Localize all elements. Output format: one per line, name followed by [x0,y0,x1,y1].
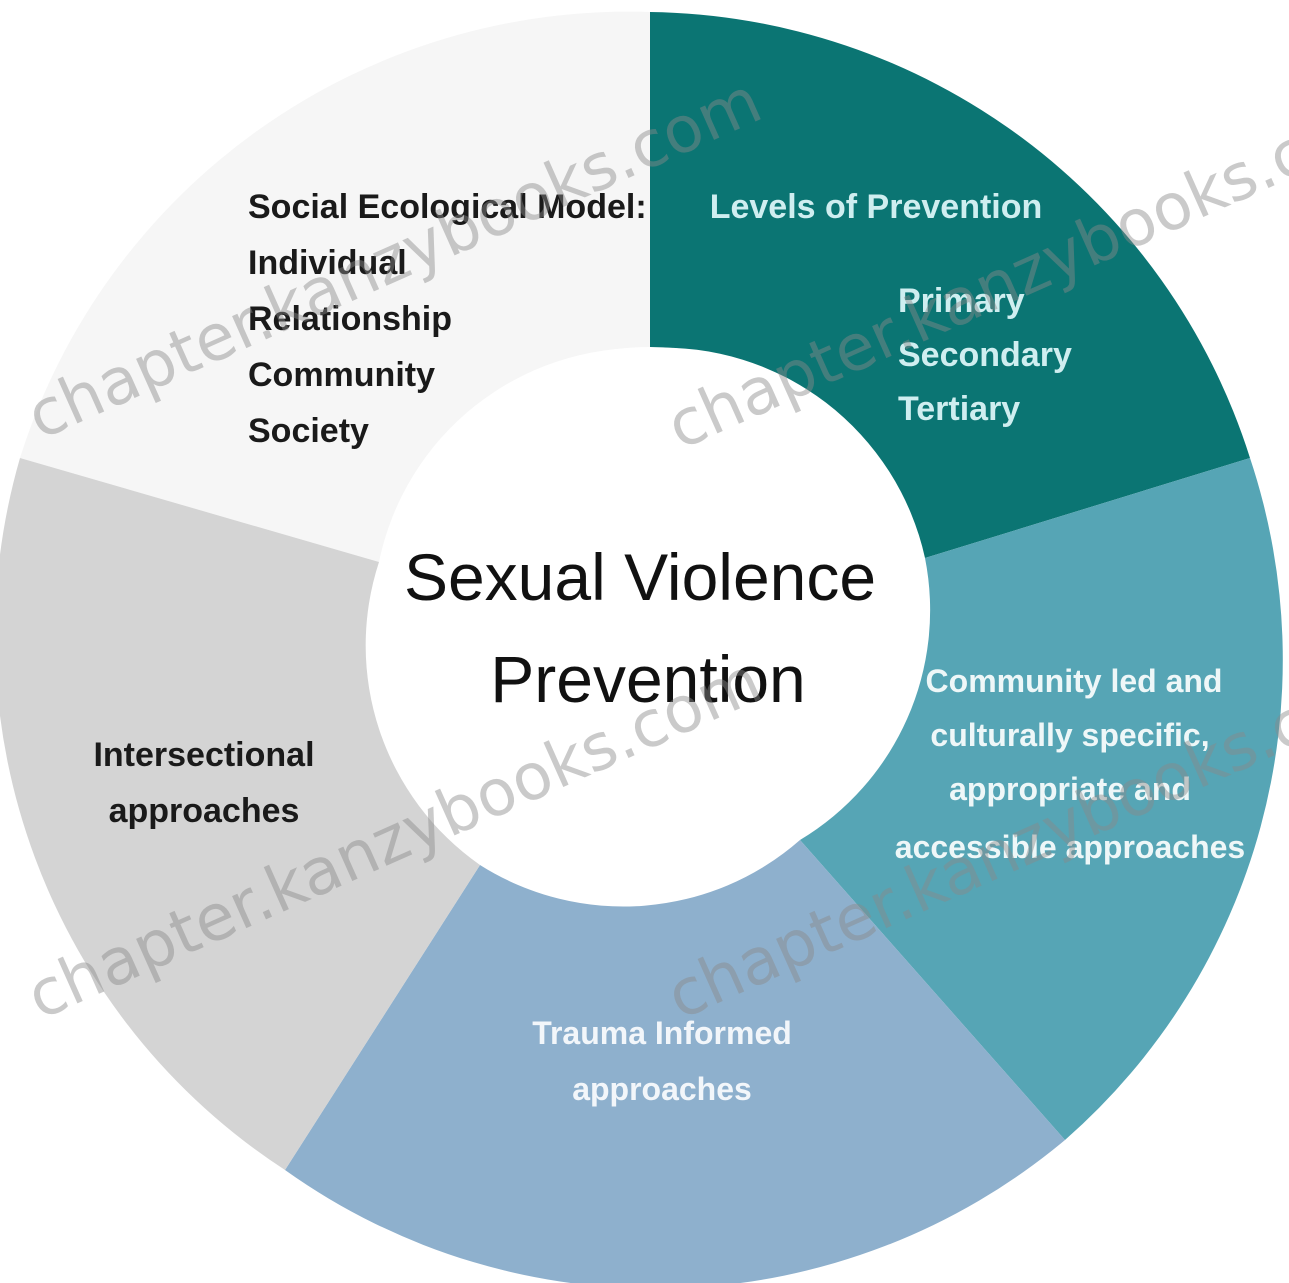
center-title-line1: Sexual Violence [404,540,876,614]
segment-intersectional [0,458,480,1170]
segment-levels-of-prevention [650,12,1250,558]
label-levels-line: Tertiary [898,390,1020,428]
label-levels-line: Secondary [898,336,1072,374]
label-levels-line: Primary [898,282,1025,320]
label-trauma-line: approaches [572,1071,752,1107]
label-community-led-line: accessible approaches [895,829,1245,865]
label-community-led-line: appropriate and [949,771,1191,807]
label-trauma-line: Trauma Informed [532,1015,792,1051]
label-levels-title: Levels of Prevention [710,188,1043,226]
segment-social-ecological [20,11,650,562]
label-community-led: Community led and culturally specific, a… [895,663,1245,865]
label-levels-of-prevention: Levels of Prevention Primary Secondary T… [710,188,1072,428]
center-title-line2: Prevention [490,642,806,716]
center-circle [382,347,918,883]
label-social-ecological-line: Relationship [248,300,452,338]
label-trauma-informed: Trauma Informed approaches [532,1015,792,1107]
label-social-ecological: Social Ecological Model: Individual Rela… [248,188,647,450]
label-social-ecological-line: Individual [248,244,407,282]
segment-trauma-informed [285,840,1065,1283]
label-social-ecological-line: Social Ecological Model: [248,188,647,226]
label-social-ecological-line: Community [248,356,435,394]
label-intersectional: Intersectional approaches [93,736,314,830]
label-intersectional-line: approaches [109,792,300,830]
label-intersectional-line: Intersectional [93,736,314,774]
label-social-ecological-line: Society [248,412,369,450]
label-community-led-line: culturally specific, [930,717,1209,753]
label-community-led-line: Community led and [926,663,1223,699]
segment-community-led [800,458,1283,1140]
